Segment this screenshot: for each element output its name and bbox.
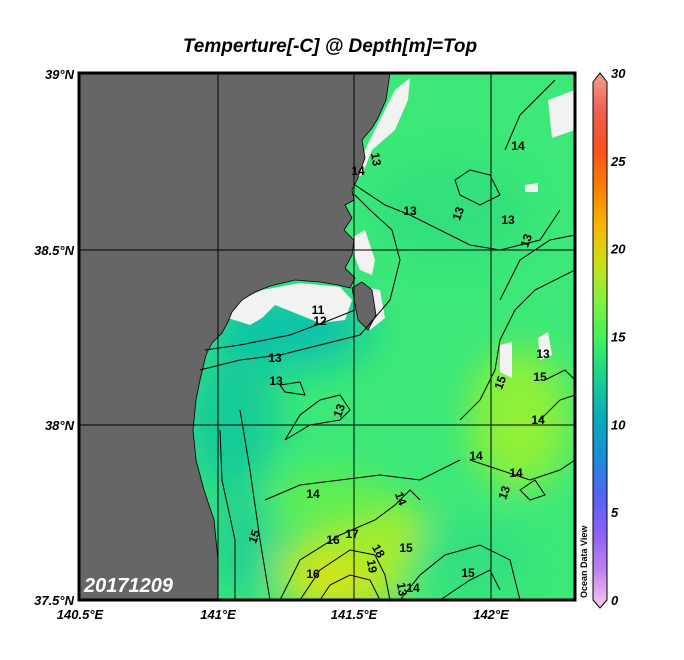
x-tick: 141°E (200, 607, 236, 622)
contour-label: 14 (531, 413, 545, 427)
grid-lines (79, 73, 575, 600)
contour-label: 14 (351, 164, 365, 178)
contour-label: 14 (392, 490, 410, 508)
colorbar-bar (592, 72, 608, 609)
ocean-data-view-watermark: Ocean Data View (579, 525, 589, 598)
colorbar-tick: 20 (610, 242, 626, 257)
contour-label: 14 (406, 581, 420, 595)
contour-lines (199, 79, 575, 600)
x-tick: 142°E (473, 607, 509, 622)
x-tick: 141.5°E (331, 607, 378, 622)
contour-label: 15 (491, 374, 509, 392)
contour-label: 19 (364, 559, 380, 575)
contour-label: 13 (495, 484, 513, 502)
contour-label: 14 (306, 487, 320, 501)
contour-label: 11 (312, 303, 325, 317)
y-tick: 39°N (45, 67, 75, 82)
contour-label: 13 (536, 347, 550, 361)
contour-label: 14 (469, 449, 483, 463)
contour-label: 15 (461, 566, 475, 580)
colorbar-tick: 0 (611, 593, 619, 608)
contour-label: 15 (533, 370, 547, 384)
contour-label: 18 (369, 542, 388, 561)
date-stamp: 20171209 (83, 575, 174, 597)
contour-label: 16 (326, 533, 340, 547)
colorbar-tick: 25 (610, 154, 626, 169)
contour-label: 14 (509, 466, 523, 480)
contour-label: 15 (399, 541, 413, 555)
colorbar-tick: 10 (611, 417, 626, 432)
y-tick: 38.5°N (34, 243, 75, 258)
contour-label: 13 (501, 213, 515, 227)
no-data-areas (228, 78, 575, 378)
contour-label: 16 (306, 567, 320, 581)
y-tick: 38°N (45, 418, 75, 433)
map-title: Temperture[-C] @ Depth[m]=Top (182, 36, 478, 57)
contour-label: 13 (269, 374, 283, 388)
contour-label: 13 (330, 402, 348, 420)
x-tick: 140.5°E (57, 607, 104, 622)
colorbar-tick: 30 (611, 66, 626, 81)
land-mass (79, 73, 391, 600)
contour-label: 13 (394, 582, 410, 598)
contour-label: 13 (449, 205, 467, 223)
contour-label: 13 (517, 232, 535, 250)
y-axis-ticks: 39°N 38.5°N 38°N 37.5°N (34, 67, 75, 608)
land-peninsula (351, 281, 377, 331)
contour-label: 14 (511, 139, 525, 153)
map-frame (77, 71, 577, 602)
contour-label: 12 (313, 314, 327, 328)
x-axis-ticks: 140.5°E 141°E 141.5°E 142°E (57, 607, 509, 622)
colorbar-tick: 15 (611, 330, 626, 345)
contour-label: 13 (368, 152, 384, 168)
colorbar-tick: 5 (611, 505, 619, 520)
colorbar: 30 25 20 15 10 5 0 (592, 66, 626, 609)
y-tick: 37.5°N (34, 593, 75, 608)
contour-label: 17 (345, 527, 359, 541)
contour-label: 13 (403, 204, 417, 218)
contour-label: 15 (245, 528, 263, 546)
contour-label: 13 (268, 351, 282, 365)
